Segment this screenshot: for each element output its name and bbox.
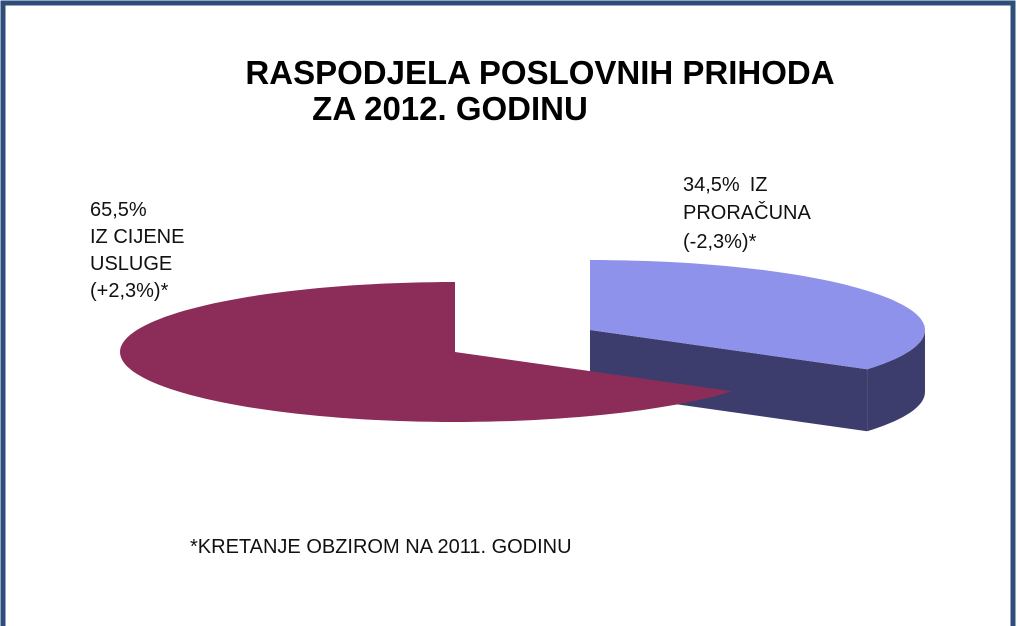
chart-title: ZA 2012. GODINU bbox=[312, 90, 588, 127]
change-label: (-2,3%)* bbox=[683, 231, 757, 253]
category-label: PRORAČUNA bbox=[683, 201, 811, 224]
data-label: 34,5% bbox=[683, 174, 740, 196]
data-label: 65,5% bbox=[90, 199, 147, 221]
slice-side bbox=[590, 330, 868, 432]
chart-title: RASPODJELA POSLOVNIH PRIHODA bbox=[245, 54, 834, 91]
slice bbox=[120, 282, 733, 422]
category-label: USLUGE bbox=[90, 253, 172, 275]
slice-side bbox=[867, 330, 925, 432]
change-label: (+2,3%)* bbox=[90, 280, 169, 302]
category-label: IZ CIJENE bbox=[90, 226, 184, 248]
pie bbox=[120, 260, 925, 432]
category-label: IZ bbox=[750, 174, 768, 196]
slice bbox=[590, 260, 925, 370]
footnote: *KRETANJE OBZIROM NA 2011. GODINU bbox=[190, 536, 572, 558]
data-label-line: 34,5% IZ bbox=[683, 174, 768, 196]
